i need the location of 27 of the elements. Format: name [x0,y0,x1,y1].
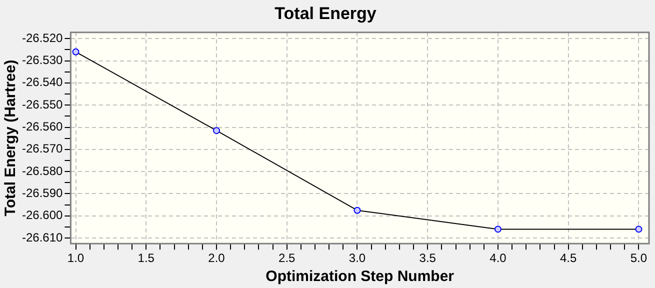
point [213,127,220,134]
x-tick-label: 2.5 [278,251,296,266]
y-tick-label: -26.520 [22,30,64,45]
y-tick-label: -26.580 [22,164,64,178]
y-tick-label: -26.610 [22,230,64,244]
x-tick-label: 4.5 [560,251,578,266]
y-tick-label: -26.570 [22,142,64,156]
point [635,226,642,233]
x-tick-label: 2.0 [208,251,226,266]
x-tick-label: 1.5 [138,251,155,266]
x-axis-title: Optimization Step Number [266,268,454,286]
x-tick-label: 3.5 [419,251,436,266]
x-tick-label: 5.0 [630,251,648,266]
y-tick-label: -26.600 [22,208,64,222]
point [354,206,361,214]
y-tick-label: -26.590 [22,186,64,200]
y-tick-label: -26.530 [22,53,64,68]
y-tick-label: -26.540 [22,75,64,90]
y-tick-label: -26.560 [22,120,64,134]
point [494,226,502,233]
chart-title: Total Energy [274,4,377,23]
point [72,48,80,56]
x-tick-label: 4.0 [490,251,507,266]
y-tick-label: -26.550 [22,97,64,112]
x-tick-label: 3.0 [348,251,366,266]
y-axis-title: Total Energy (Hartree) [2,60,20,216]
x-tick-label: 1.0 [67,251,84,266]
